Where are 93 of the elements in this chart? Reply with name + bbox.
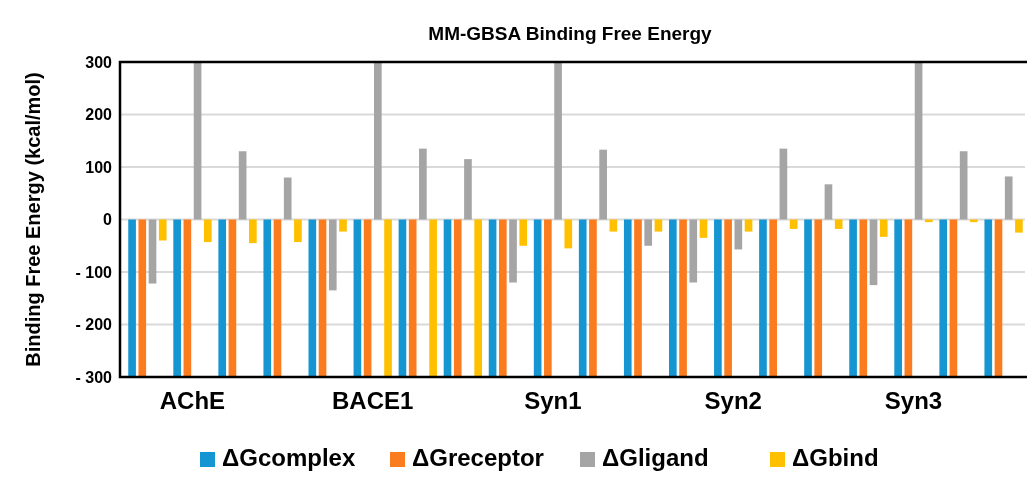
- bar: [533, 219, 542, 377]
- bar: [509, 219, 517, 283]
- bar: [984, 219, 993, 377]
- bar: [273, 219, 282, 377]
- bar: [228, 219, 237, 377]
- bar: [328, 219, 337, 291]
- bar: [634, 219, 642, 377]
- bar: [283, 177, 292, 220]
- bar: [148, 219, 157, 284]
- bar: [589, 219, 597, 377]
- bar: [339, 219, 347, 232]
- x-tick-label: Syn1: [524, 387, 582, 414]
- bar: [894, 219, 902, 377]
- bar: [158, 219, 167, 241]
- bar: [384, 219, 392, 377]
- bar: [654, 219, 663, 232]
- bar: [714, 219, 722, 377]
- bar: [474, 219, 482, 377]
- bar: [193, 62, 202, 220]
- bar: [183, 219, 192, 377]
- bar: [623, 219, 632, 377]
- bar: [869, 219, 878, 286]
- bar: [759, 219, 767, 377]
- bar: [1004, 176, 1013, 220]
- bar: [128, 219, 136, 377]
- bar: [859, 219, 868, 377]
- bar: [744, 219, 753, 232]
- bar: [689, 219, 698, 283]
- bar: [453, 219, 462, 377]
- bar: [804, 219, 812, 377]
- x-tick-label: BACE1: [332, 387, 414, 414]
- bar: [238, 151, 247, 220]
- bar: [949, 219, 958, 377]
- bar: [679, 219, 687, 377]
- bar: [464, 159, 472, 220]
- bar: [779, 148, 788, 220]
- bar: [724, 219, 732, 377]
- bar: [374, 62, 382, 220]
- bar: [814, 219, 823, 377]
- y-axis-title: Binding Free Energy (kcal/mol): [22, 72, 44, 367]
- bar: [294, 219, 302, 243]
- bar: [824, 184, 833, 220]
- legend-label: ΔGcomplex: [222, 444, 356, 471]
- legend-label: ΔGreceptor: [412, 444, 544, 471]
- x-tick-label: Syn3: [884, 387, 943, 414]
- bar: [669, 219, 677, 377]
- bar: [959, 151, 968, 220]
- bar: [498, 219, 507, 377]
- bar: [554, 62, 562, 220]
- bar: [263, 219, 272, 377]
- bar: [599, 149, 607, 220]
- legend-label: ΔGligand: [602, 444, 709, 471]
- bar: [419, 148, 427, 220]
- bar: [1015, 219, 1023, 233]
- y-tick-label: - 200: [75, 316, 113, 334]
- bar: [644, 219, 653, 246]
- bar: [138, 219, 147, 377]
- y-tick-label: 100: [85, 158, 113, 176]
- bar: [519, 219, 528, 246]
- y-tick-label: 300: [85, 53, 113, 71]
- chart-title: MM-GBSA Binding Free Energy: [428, 23, 713, 44]
- bar: [408, 219, 417, 377]
- bar: [443, 219, 452, 377]
- bar: [429, 219, 437, 377]
- bar: [218, 219, 227, 377]
- bar: [173, 219, 181, 377]
- bar: [734, 219, 743, 250]
- bar: [318, 219, 327, 377]
- y-tick-label: - 100: [75, 263, 113, 281]
- x-tick-label: AChE: [159, 387, 226, 414]
- bar: [363, 219, 372, 377]
- bar: [564, 219, 573, 249]
- bar: [544, 219, 552, 377]
- bar: [308, 219, 317, 377]
- bar: [769, 219, 778, 377]
- bar: [249, 219, 257, 244]
- y-tick-label: 200: [85, 106, 113, 124]
- bar: [353, 219, 362, 377]
- y-tick-label: 0: [103, 211, 113, 229]
- bar: [939, 219, 948, 377]
- bar: [398, 219, 407, 377]
- legend-label: ΔGbind: [792, 444, 879, 471]
- y-tick-label: - 300: [75, 368, 113, 386]
- bar: [203, 219, 212, 243]
- bar: [994, 219, 1003, 377]
- bar: [879, 219, 888, 237]
- bar: [578, 219, 587, 377]
- bar: [488, 219, 497, 377]
- bar: [609, 219, 618, 232]
- bar: [849, 219, 857, 377]
- bar: [904, 219, 913, 377]
- bar: [914, 62, 923, 220]
- x-tick-label: Syn2: [704, 387, 762, 414]
